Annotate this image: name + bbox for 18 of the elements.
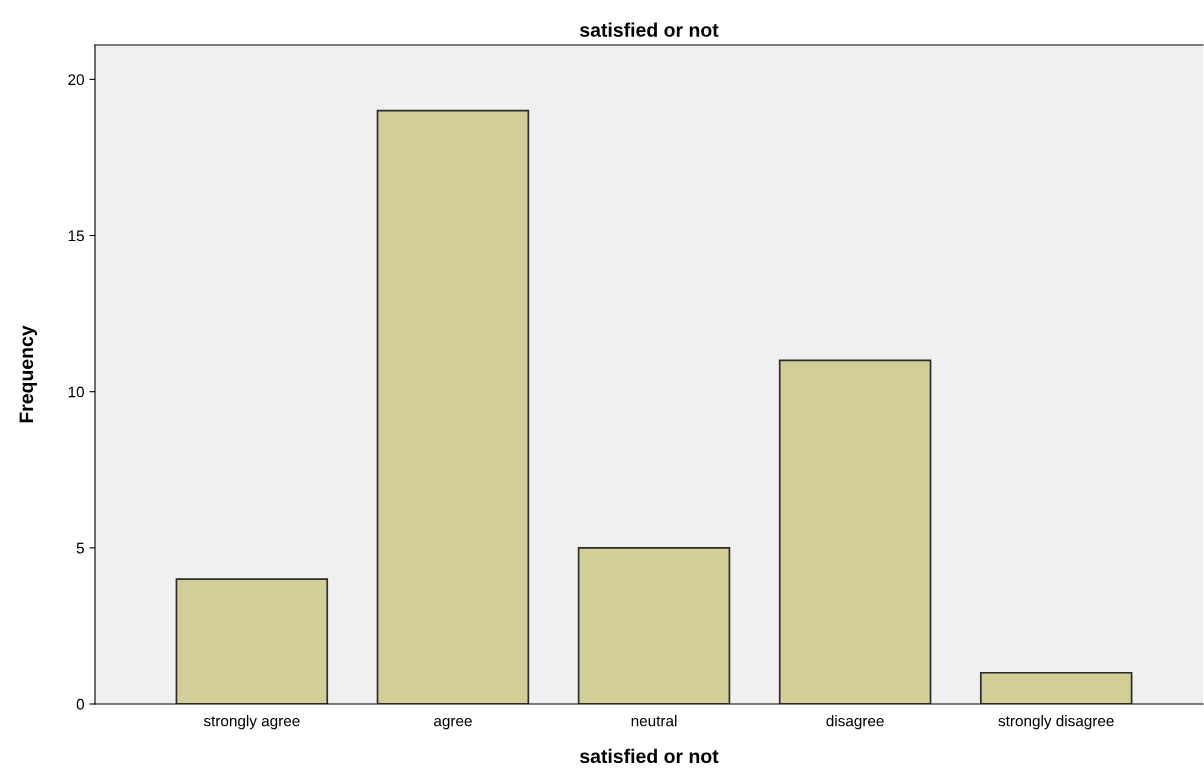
bar bbox=[376, 109, 530, 704]
x-tick-label: strongly agree bbox=[203, 715, 300, 730]
chart-title: satisfied or not bbox=[580, 22, 719, 37]
bar bbox=[175, 578, 329, 704]
x-axis-title: satisfied or not bbox=[580, 748, 719, 764]
x-tick-label: strongly disagree bbox=[998, 715, 1114, 730]
bar bbox=[577, 547, 731, 704]
y-tick-label: 0 bbox=[76, 698, 84, 710]
y-tick-label: 5 bbox=[76, 542, 84, 554]
y-tick-label: 10 bbox=[68, 386, 84, 398]
x-tick-label: agree bbox=[434, 717, 472, 730]
y-axis-title: Frequency bbox=[19, 325, 38, 423]
x-tick-label: disagree bbox=[826, 715, 884, 730]
y-tick-label: 20 bbox=[68, 74, 84, 86]
bar bbox=[979, 671, 1133, 704]
y-tick-label: 15 bbox=[68, 230, 84, 242]
bar bbox=[778, 359, 932, 704]
x-tick-label: neutral bbox=[631, 715, 677, 727]
